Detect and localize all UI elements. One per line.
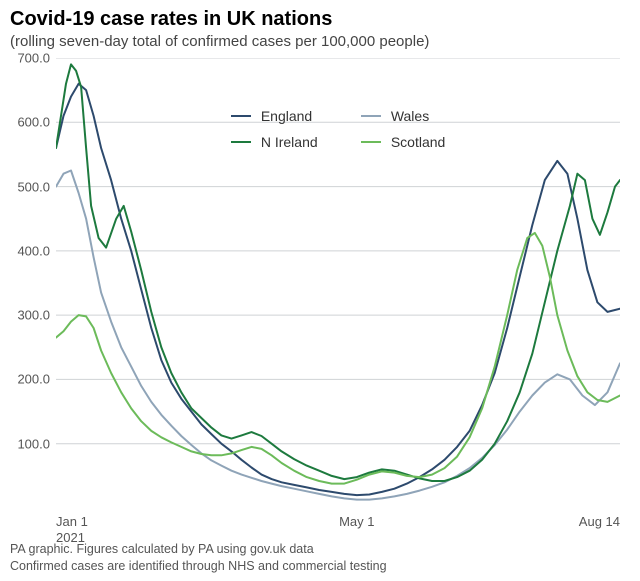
series-wales <box>56 171 620 500</box>
legend-label: N Ireland <box>261 134 351 150</box>
legend-swatch <box>231 115 251 117</box>
x-tick-label: May 1 <box>339 514 374 529</box>
footer-line-2: Confirmed cases are identified through N… <box>10 558 387 575</box>
x-tick-label: Jan 1 <box>56 514 88 529</box>
legend-label: Scotland <box>391 134 481 150</box>
y-tick-label: 700.0 <box>17 51 50 66</box>
chart-subtitle: (rolling seven-day total of confirmed ca… <box>0 33 640 54</box>
y-tick-label: 200.0 <box>17 372 50 387</box>
legend-swatch <box>361 115 381 117</box>
y-tick-label: 100.0 <box>17 436 50 451</box>
legend-swatch <box>361 141 381 143</box>
legend-label: Wales <box>391 108 481 124</box>
legend-item-wales: Wales <box>361 108 481 124</box>
footer-line-1: PA graphic. Figures calculated by PA usi… <box>10 541 387 558</box>
legend-swatch <box>231 141 251 143</box>
legend-label: England <box>261 108 351 124</box>
chart-plot-area: 100.0200.0300.0400.0500.0600.0700.0Jan 1… <box>56 58 620 508</box>
chart-title: Covid-19 case rates in UK nations <box>0 0 640 33</box>
chart-footer: PA graphic. Figures calculated by PA usi… <box>10 541 387 575</box>
y-tick-label: 500.0 <box>17 179 50 194</box>
y-tick-label: 400.0 <box>17 243 50 258</box>
legend-item-scotland: Scotland <box>361 134 481 150</box>
legend-item-nireland: N Ireland <box>231 134 351 150</box>
y-tick-label: 300.0 <box>17 308 50 323</box>
legend-item-england: England <box>231 108 351 124</box>
y-tick-label: 600.0 <box>17 115 50 130</box>
legend: England Wales N Ireland Scotland <box>231 108 481 150</box>
x-tick-label: Aug 14 <box>579 514 620 529</box>
